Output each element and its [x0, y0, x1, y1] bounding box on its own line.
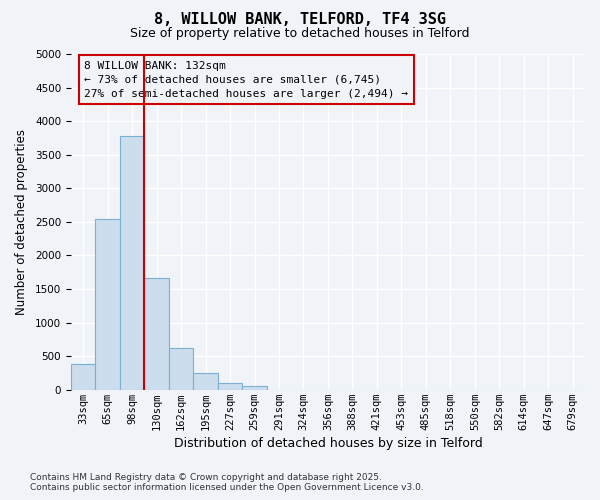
- Bar: [95, 218, 120, 390]
- Bar: [193, 373, 218, 390]
- Text: 8, WILLOW BANK, TELFORD, TF4 3SG: 8, WILLOW BANK, TELFORD, TF4 3SG: [154, 12, 446, 28]
- Text: Size of property relative to detached houses in Telford: Size of property relative to detached ho…: [130, 28, 470, 40]
- Bar: [71, 364, 95, 390]
- Text: 8 WILLOW BANK: 132sqm
← 73% of detached houses are smaller (6,745)
27% of semi-d: 8 WILLOW BANK: 132sqm ← 73% of detached …: [85, 60, 409, 98]
- Y-axis label: Number of detached properties: Number of detached properties: [15, 129, 28, 315]
- Bar: [120, 136, 145, 390]
- Bar: [145, 278, 169, 390]
- Bar: [169, 348, 193, 390]
- Bar: [242, 386, 267, 390]
- X-axis label: Distribution of detached houses by size in Telford: Distribution of detached houses by size …: [173, 437, 482, 450]
- Bar: [218, 382, 242, 390]
- Text: Contains HM Land Registry data © Crown copyright and database right 2025.
Contai: Contains HM Land Registry data © Crown c…: [30, 473, 424, 492]
